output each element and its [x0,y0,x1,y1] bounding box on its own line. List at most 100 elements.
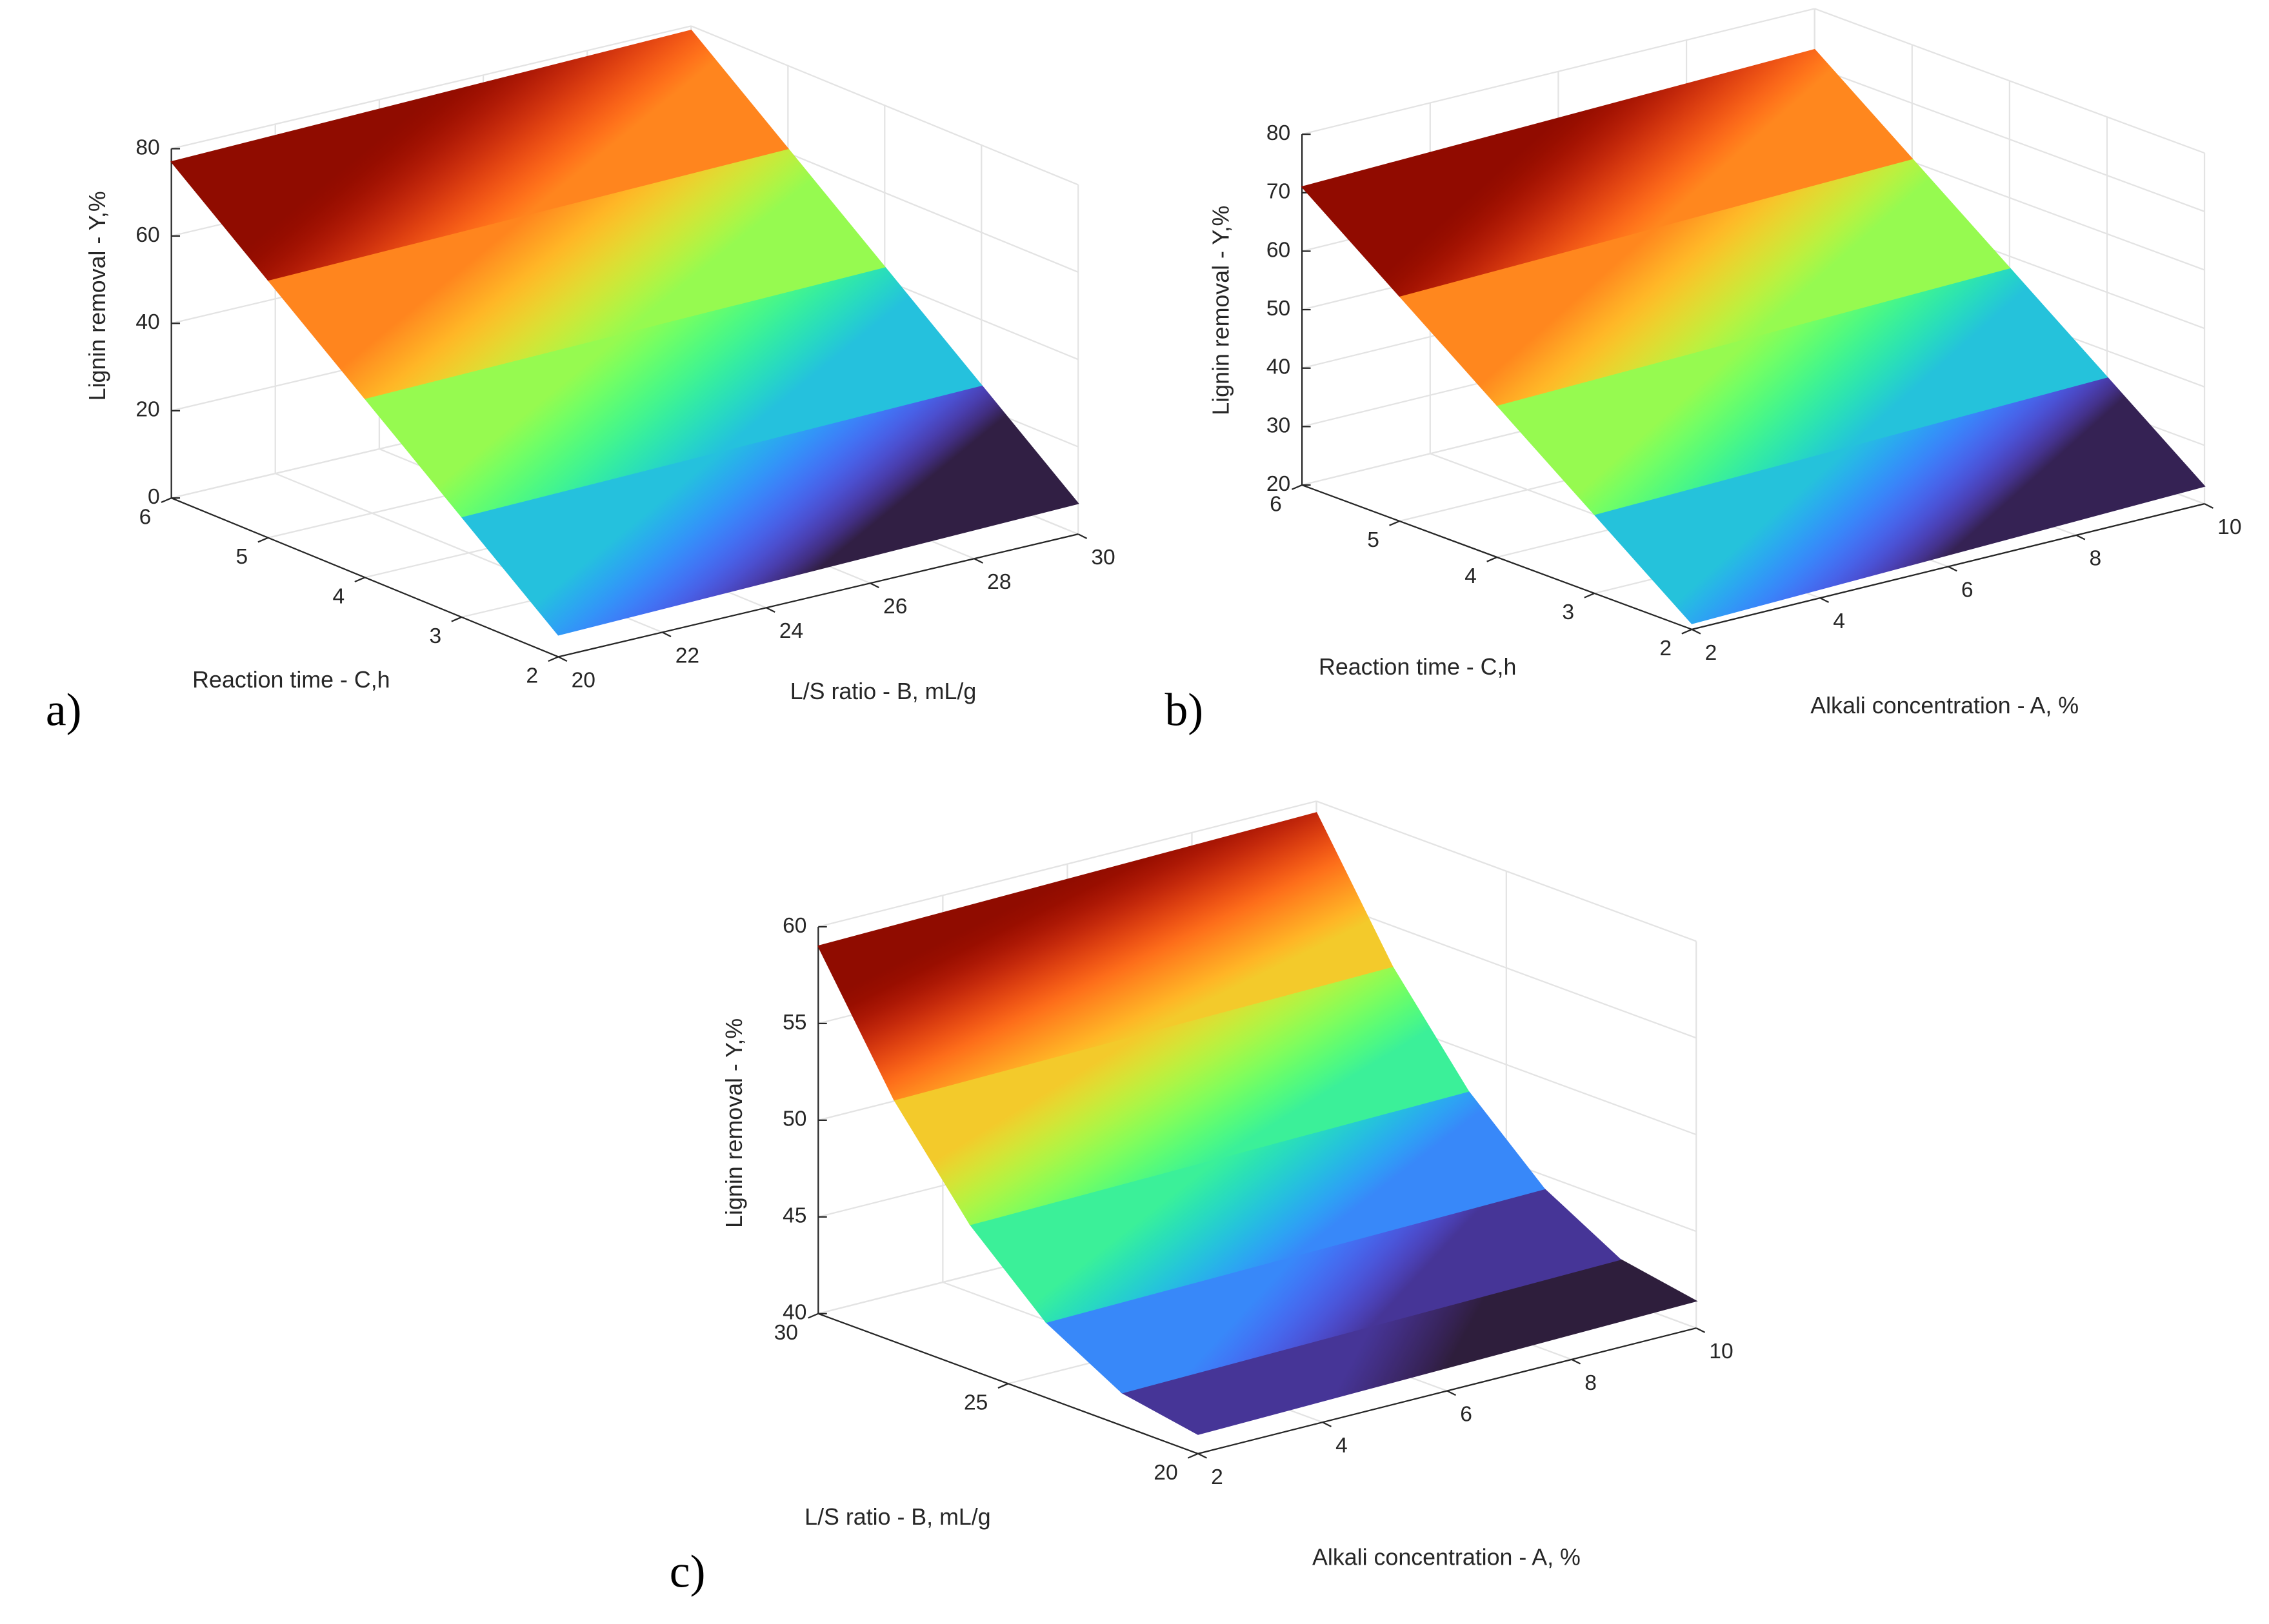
y-tick-label: 3 [1562,600,1574,624]
panel-label: b) [1165,684,1204,735]
x-tick [1819,597,1830,603]
panel-label: a) [46,684,82,735]
y-tick [1584,592,1595,599]
y-tick-label: 2 [1659,637,1672,660]
x-tick [2204,503,2214,509]
x-tick-label: 2 [1211,1465,1223,1489]
y-tick [1389,520,1400,526]
z-tick-label: 40 [1266,355,1290,379]
y-axis-label: L/S ratio - B, mL/g [805,1504,990,1530]
z-tick-label: 20 [1266,472,1290,496]
x-tick [1691,628,1701,635]
grid-line [1316,800,1697,942]
x-tick [1571,1358,1581,1365]
z-tick-label: 60 [783,914,806,938]
z-tick-label: 55 [783,1011,806,1035]
y-tick-label: 3 [429,624,441,648]
z-tick-label: 50 [783,1107,806,1131]
y-tick-label: 30 [774,1321,798,1345]
y-tick [161,497,172,503]
x-tick [1197,1452,1207,1459]
y-tick [997,1383,1009,1389]
z-tick-label: 80 [1266,121,1290,145]
surface-plot: 20 30 40 50 60 70 80 2 3 4 5 6 2 4 6 8 10 Alkali concentr… [1165,8,2242,735]
panel-label: c) [670,1547,706,1598]
z-axis-label: Lignin removal - Y,% [85,191,110,401]
z-tick-label: 30 [1266,413,1290,437]
y-axis-label: Reaction time - C,h [192,667,390,693]
surface-plot: 40 45 50 55 60 20 25 30 2 4 6 8 10 Alkali concentrati… [670,800,1734,1598]
y-tick-label: 2 [526,664,538,688]
x-tick-label: 30 [1091,546,1115,569]
x-tick [1322,1421,1332,1427]
x-tick-label: 22 [675,644,699,668]
x-tick-label: 26 [883,595,907,619]
x-tick [870,582,879,588]
z-tick-label: 60 [135,223,159,247]
y-tick-label: 25 [964,1391,988,1415]
x-tick-label: 4 [1335,1434,1348,1458]
x-tick [1077,533,1088,539]
x-tick [557,656,568,662]
y-tick-label: 6 [1270,492,1282,516]
z-tick-label: 40 [135,310,159,334]
y-tick [354,577,365,583]
x-tick [1948,566,1957,572]
x-tick [1446,1390,1457,1396]
x-tick [1695,1327,1706,1333]
y-tick [257,537,269,543]
grid-line [1814,66,2205,212]
z-tick-label: 80 [135,135,159,159]
x-tick-label: 8 [1584,1371,1597,1395]
y-tick [548,656,559,662]
x-tick-label: 20 [572,668,595,692]
surface-cell [817,812,1394,1101]
z-tick-label: 45 [783,1204,806,1228]
y-tick [1486,556,1497,562]
y-tick-label: 5 [236,545,248,569]
grid-line [1316,897,1697,1039]
y-tick [1681,628,1692,635]
z-axis-label: Lignin removal - Y,% [1208,206,1234,415]
z-tick-label: 20 [135,398,159,422]
y-tick-label: 20 [1154,1461,1177,1485]
grid-line [171,25,692,150]
y-tick [1292,484,1303,490]
y-tick [451,616,462,622]
y-tick [1187,1452,1199,1459]
x-axis-label: Alkali concentration - A, % [1312,1545,1581,1570]
x-tick-label: 28 [987,570,1011,594]
y-tick-label: 4 [333,584,345,608]
x-tick [662,631,672,638]
z-tick-label: 50 [1266,297,1290,321]
x-axis [558,533,1079,658]
z-tick-label: 60 [1266,238,1290,262]
x-tick-label: 4 [1833,609,1845,633]
x-tick-label: 10 [2217,515,2241,539]
surface-cell [170,30,789,281]
x-tick [974,558,983,564]
grid-line [1301,8,1815,135]
y-axis-label: Reaction time - C,h [1319,654,1516,680]
x-tick-label: 10 [1709,1340,1733,1363]
y-tick-label: 5 [1367,528,1379,552]
grid-line [818,800,1317,928]
x-tick-label: 6 [1961,578,1974,602]
surface-cell [1301,48,1914,297]
z-tick-label: 40 [783,1301,806,1325]
x-tick-label: 2 [1705,641,1717,665]
x-tick-label: 8 [2090,547,2102,571]
y-tick-label: 6 [139,505,152,529]
x-axis-label: L/S ratio - B, mL/g [790,678,976,704]
grid-line [690,25,1079,186]
x-tick-label: 6 [1460,1402,1472,1426]
y-tick [808,1312,819,1319]
z-axis-label: Lignin removal - Y,% [721,1018,747,1228]
z-tick-label: 70 [1266,180,1290,204]
y-tick-label: 4 [1464,564,1477,588]
x-tick-label: 24 [779,619,803,643]
grid-line [1814,8,2205,154]
surface-plot: 0 20 40 60 80 2 3 4 5 6 20 22 24 26 28 30 L/S ratio - B,… [46,25,1115,735]
z-tick-label: 0 [148,485,160,509]
